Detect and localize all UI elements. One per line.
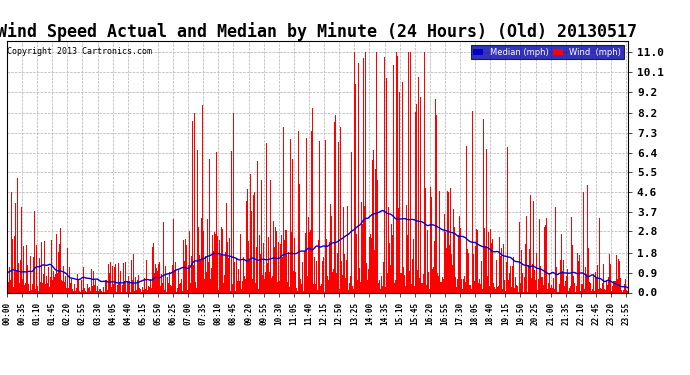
Legend: Median (mph), Wind  (mph): Median (mph), Wind (mph) [471, 45, 624, 59]
Text: Copyright 2013 Cartronics.com: Copyright 2013 Cartronics.com [7, 47, 152, 56]
Title: Wind Speed Actual and Median by Minute (24 Hours) (Old) 20130517: Wind Speed Actual and Median by Minute (… [0, 22, 638, 41]
